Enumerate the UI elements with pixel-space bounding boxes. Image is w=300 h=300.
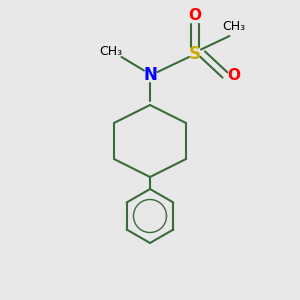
Text: CH₃: CH₃ bbox=[99, 44, 123, 58]
Text: S: S bbox=[189, 45, 201, 63]
Text: N: N bbox=[143, 66, 157, 84]
Text: O: O bbox=[227, 68, 241, 82]
Text: O: O bbox=[188, 8, 202, 22]
Text: CH₃: CH₃ bbox=[222, 20, 246, 34]
